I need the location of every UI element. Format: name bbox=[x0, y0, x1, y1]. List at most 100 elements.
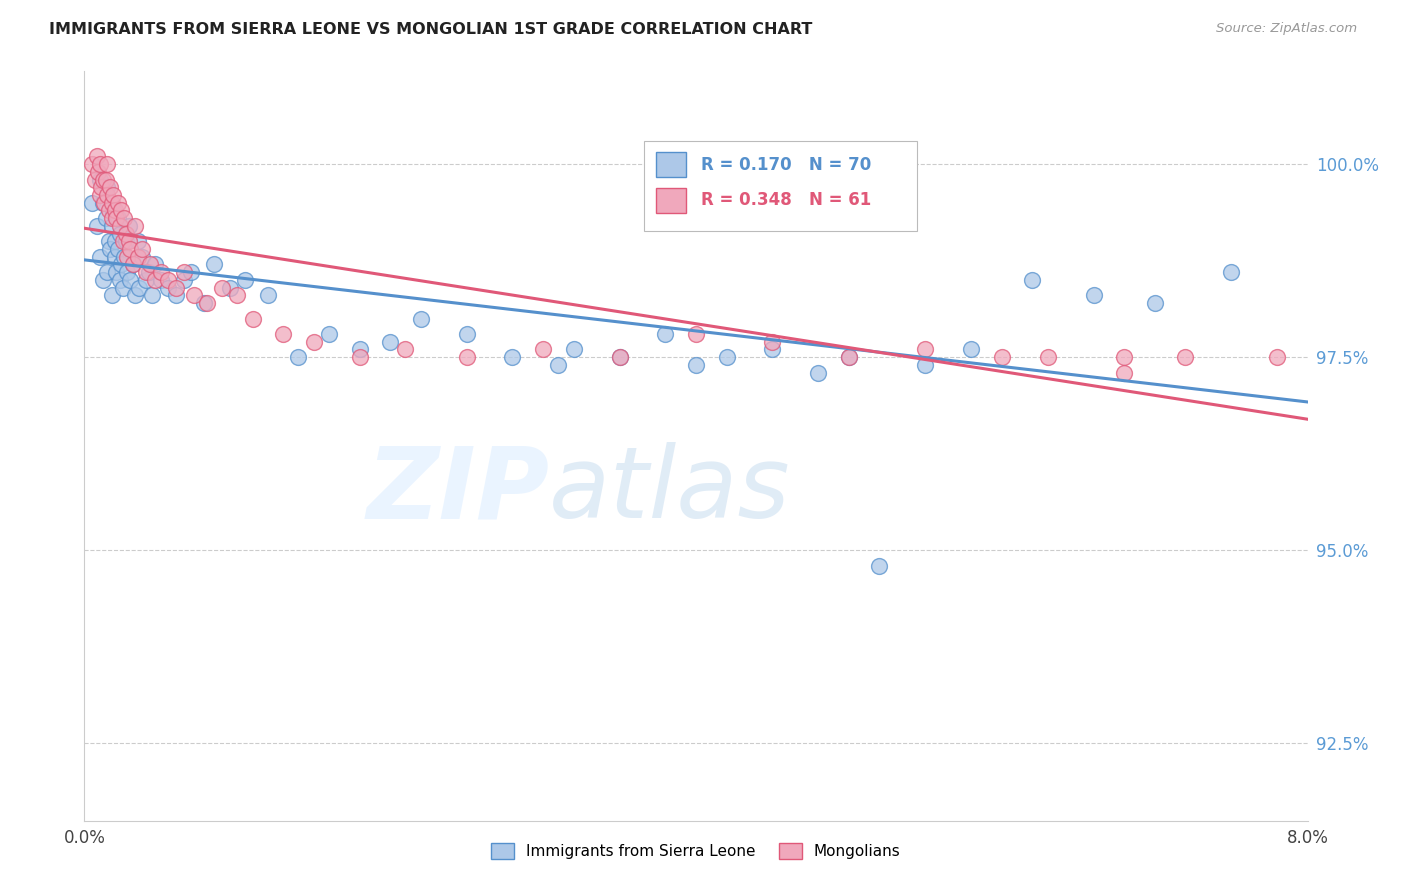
Point bbox=[211, 280, 233, 294]
Point bbox=[89, 250, 111, 264]
Point bbox=[105, 211, 128, 226]
Point bbox=[202, 257, 225, 271]
Point bbox=[685, 358, 707, 372]
Text: R = 0.170   N = 70: R = 0.170 N = 70 bbox=[700, 155, 870, 174]
Point bbox=[103, 188, 125, 202]
Point bbox=[761, 343, 783, 357]
Point bbox=[1174, 350, 1197, 364]
Point bbox=[96, 180, 118, 194]
Point bbox=[98, 180, 121, 194]
Point bbox=[101, 195, 124, 210]
Point bbox=[165, 280, 187, 294]
Point bbox=[118, 235, 141, 249]
Point bbox=[127, 250, 149, 264]
Point bbox=[318, 326, 340, 341]
Point bbox=[287, 350, 309, 364]
Point bbox=[91, 172, 114, 186]
Point bbox=[271, 326, 294, 341]
Point bbox=[107, 242, 129, 256]
Point bbox=[80, 195, 103, 210]
Point bbox=[807, 366, 830, 380]
Point bbox=[127, 235, 149, 249]
Point bbox=[257, 288, 280, 302]
Point bbox=[122, 257, 145, 271]
Point bbox=[94, 172, 117, 186]
Point bbox=[89, 157, 111, 171]
Point bbox=[115, 250, 138, 264]
Point bbox=[108, 219, 131, 233]
Point bbox=[89, 188, 111, 202]
Text: IMMIGRANTS FROM SIERRA LEONE VS MONGOLIAN 1ST GRADE CORRELATION CHART: IMMIGRANTS FROM SIERRA LEONE VS MONGOLIA… bbox=[49, 22, 813, 37]
Point bbox=[531, 343, 554, 357]
Point bbox=[96, 265, 118, 279]
Point bbox=[138, 265, 160, 279]
Point bbox=[1114, 366, 1136, 380]
Point bbox=[107, 195, 129, 210]
Point bbox=[115, 265, 138, 279]
Point bbox=[960, 343, 983, 357]
Point bbox=[97, 203, 120, 218]
Point bbox=[143, 273, 166, 287]
Point bbox=[456, 350, 478, 364]
Point bbox=[409, 311, 432, 326]
Point bbox=[103, 203, 125, 218]
Point bbox=[380, 334, 402, 349]
Point bbox=[108, 273, 131, 287]
Point bbox=[107, 211, 129, 226]
Point bbox=[173, 265, 195, 279]
Point bbox=[96, 188, 118, 202]
Point bbox=[562, 343, 585, 357]
Point bbox=[1036, 350, 1059, 364]
Point bbox=[183, 288, 205, 302]
Point bbox=[114, 235, 136, 249]
Point bbox=[104, 250, 127, 264]
Point bbox=[111, 280, 134, 294]
Point bbox=[157, 280, 180, 294]
Point bbox=[609, 350, 631, 364]
Point bbox=[165, 288, 187, 302]
Point bbox=[124, 219, 146, 233]
Text: atlas: atlas bbox=[550, 442, 790, 540]
Point bbox=[110, 257, 132, 271]
Point bbox=[93, 195, 115, 210]
Point bbox=[349, 343, 371, 357]
Point bbox=[128, 280, 150, 294]
Point bbox=[87, 165, 110, 179]
Point bbox=[96, 157, 118, 171]
Point bbox=[180, 265, 202, 279]
Point bbox=[1083, 288, 1105, 302]
Point bbox=[86, 219, 108, 233]
Point bbox=[716, 350, 738, 364]
Point bbox=[97, 235, 120, 249]
Point bbox=[91, 195, 114, 210]
Point bbox=[1143, 296, 1166, 310]
Text: ZIP: ZIP bbox=[366, 442, 550, 540]
Point bbox=[105, 265, 128, 279]
Point bbox=[101, 219, 124, 233]
Point bbox=[141, 288, 163, 302]
Legend: Immigrants from Sierra Leone, Mongolians: Immigrants from Sierra Leone, Mongolians bbox=[485, 838, 907, 865]
Point bbox=[120, 273, 142, 287]
Point bbox=[502, 350, 524, 364]
Point bbox=[193, 296, 215, 310]
Point bbox=[91, 273, 114, 287]
Point bbox=[139, 257, 162, 271]
Point bbox=[101, 288, 124, 302]
Point bbox=[609, 350, 631, 364]
Point bbox=[135, 265, 157, 279]
Point bbox=[143, 257, 166, 271]
Point bbox=[122, 257, 145, 271]
Point bbox=[124, 288, 146, 302]
Point bbox=[685, 326, 707, 341]
Point bbox=[302, 334, 325, 349]
Text: Source: ZipAtlas.com: Source: ZipAtlas.com bbox=[1216, 22, 1357, 36]
Point bbox=[349, 350, 371, 364]
Point bbox=[242, 311, 264, 326]
Point bbox=[914, 343, 936, 357]
Point bbox=[761, 334, 783, 349]
Point bbox=[120, 242, 142, 256]
Point bbox=[1021, 273, 1043, 287]
Point bbox=[149, 265, 172, 279]
Point bbox=[84, 172, 107, 186]
Point bbox=[991, 350, 1014, 364]
